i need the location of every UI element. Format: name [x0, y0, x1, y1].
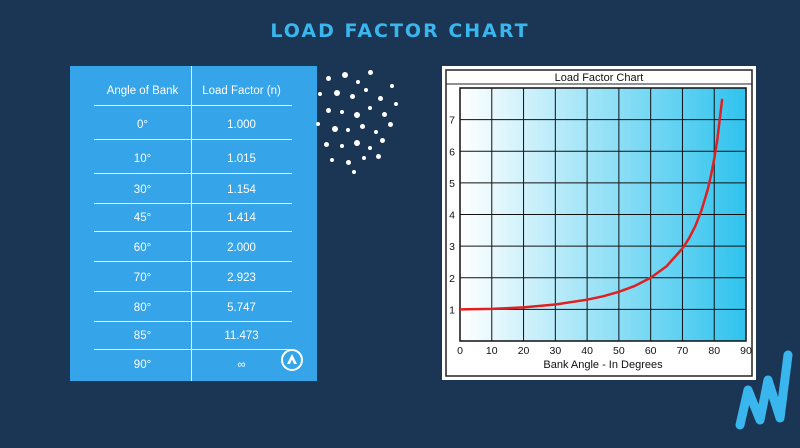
decor-dot — [326, 76, 331, 81]
cell-load-factor: 5.747 — [227, 302, 256, 314]
decor-dot — [330, 158, 334, 162]
decor-dot — [360, 124, 365, 129]
decor-dot — [374, 130, 378, 134]
x-tick-label: 20 — [518, 345, 530, 357]
cell-load-factor: 1.000 — [227, 119, 256, 131]
decor-dot — [376, 154, 381, 159]
x-tick-label: 30 — [549, 345, 561, 357]
decor-dot — [352, 170, 356, 174]
x-tick-label: 80 — [708, 345, 720, 357]
load-factor-chart: Load Factor Chart 0 10 20 30 40 50 60 70 80 90 1 2 3 4… — [442, 66, 756, 380]
load-factor-table: Angle of Bank Load Factor (n) 0° 1.000 10° 1.… — [70, 66, 317, 381]
x-tick-label: 10 — [486, 345, 498, 357]
cell-load-factor: 11.473 — [224, 330, 259, 342]
x-tick-label: 0 — [457, 345, 463, 357]
decor-dot — [332, 126, 338, 132]
decor-dot — [390, 84, 394, 88]
table-row: 0° 1.000 — [94, 110, 292, 140]
decor-dot — [356, 80, 360, 84]
x-tick-label: 60 — [645, 345, 657, 357]
cell-angle: 85° — [133, 330, 152, 342]
table-row: 10° 1.015 — [94, 144, 292, 174]
table-divider — [191, 66, 192, 381]
decor-dot — [342, 72, 348, 78]
y-tick-label: 4 — [449, 210, 455, 222]
x-tick-label: 40 — [581, 345, 593, 357]
decor-dot — [362, 156, 366, 160]
header-load-factor: Load Factor (n) — [202, 85, 281, 97]
cell-load-factor: 1.154 — [227, 184, 256, 196]
y-tick-label: 6 — [449, 146, 455, 158]
decor-dot — [382, 112, 387, 117]
decor-dot — [324, 142, 329, 147]
table-row: 30° 1.154 — [94, 176, 292, 204]
table-row: 85° 11.473 — [94, 322, 292, 350]
load-factor-curve — [459, 98, 724, 311]
y-tick-label: 1 — [449, 304, 455, 316]
cell-angle: 45° — [133, 212, 152, 224]
decor-dot — [354, 112, 360, 118]
x-axis-label: Bank Angle - In Degrees — [543, 359, 663, 371]
cell-angle: 0° — [137, 119, 148, 131]
table-header-row: Angle of Bank Load Factor (n) — [94, 76, 292, 106]
x-tick-label: 90 — [740, 345, 752, 357]
decor-dot — [318, 92, 322, 96]
x-tick-label: 70 — [677, 345, 689, 357]
cell-angle: 30° — [133, 184, 152, 196]
decor-dot — [346, 128, 350, 132]
decor-dot — [340, 110, 344, 114]
cell-angle: 10° — [133, 153, 152, 165]
table-row: 80° 5.747 — [94, 294, 292, 322]
table-row: 90° ∞ — [94, 350, 292, 380]
decor-dot — [350, 94, 355, 99]
x-tick-label: 50 — [613, 345, 625, 357]
cell-load-factor: 2.923 — [227, 272, 256, 284]
page-title: LOAD FACTOR CHART — [270, 20, 530, 42]
cell-load-factor: ∞ — [237, 359, 246, 371]
decor-dot — [326, 108, 331, 113]
decor-dot — [364, 88, 368, 92]
cell-load-factor: 2.000 — [227, 242, 256, 254]
decor-dot — [388, 122, 393, 127]
decor-dot — [340, 144, 344, 148]
decor-dot — [380, 138, 385, 143]
brand-m-logo-icon — [735, 350, 793, 430]
decor-dot — [394, 102, 398, 106]
y-tick-label: 7 — [449, 115, 455, 127]
cell-angle: 60° — [133, 242, 152, 254]
table-row: 60° 2.000 — [94, 234, 292, 262]
y-tick-label: 3 — [449, 241, 455, 253]
header-angle: Angle of Bank — [106, 85, 179, 97]
y-tick-label: 2 — [449, 273, 455, 285]
chart-frame — [445, 69, 753, 377]
chart-title: Load Factor Chart — [555, 72, 644, 84]
decor-dot — [316, 122, 320, 126]
decor-dot — [368, 146, 372, 150]
decor-dot — [346, 160, 351, 165]
chart-svg: Load Factor Chart 0 10 20 30 40 50 60 70 80 90 1 2 3 4… — [445, 69, 753, 377]
cell-angle: 70° — [133, 272, 152, 284]
cell-load-factor: 1.414 — [227, 212, 256, 224]
decor-dot — [368, 106, 372, 110]
decor-dot — [378, 96, 383, 101]
brand-logo-icon — [281, 349, 303, 371]
y-tick-label: 5 — [449, 178, 455, 190]
cell-angle: 90° — [133, 359, 152, 371]
decor-dot — [334, 90, 340, 96]
table-row: 70° 2.923 — [94, 264, 292, 292]
cell-load-factor: 1.015 — [227, 153, 256, 165]
cell-angle: 80° — [133, 302, 152, 314]
decor-dot — [354, 140, 360, 146]
decor-dot — [368, 70, 373, 75]
table-row: 45° 1.414 — [94, 204, 292, 232]
decorative-dots — [306, 62, 406, 174]
